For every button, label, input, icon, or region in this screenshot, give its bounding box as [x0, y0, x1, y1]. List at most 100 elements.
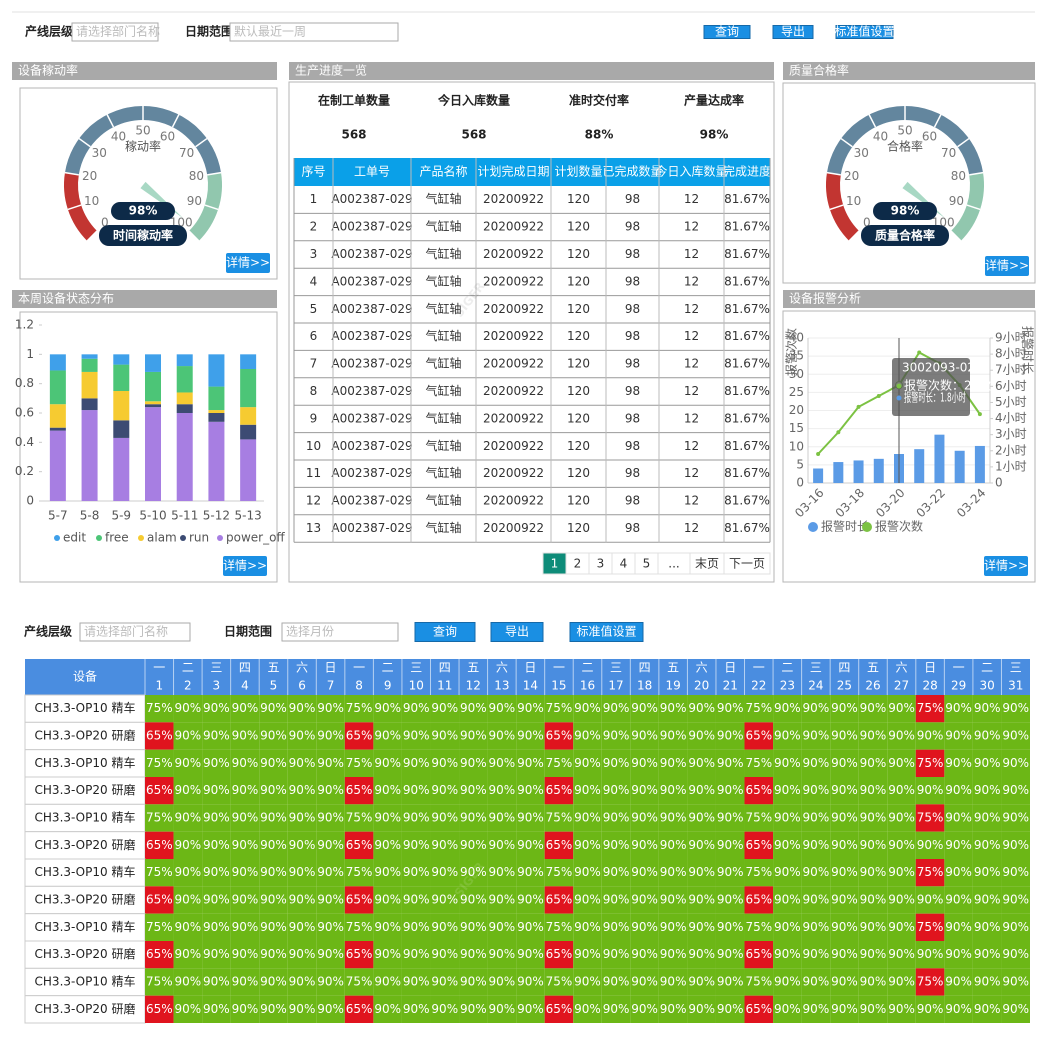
value-label: 65% [745, 947, 772, 961]
table-cell: 12 [684, 494, 699, 508]
value-cell [316, 831, 345, 859]
value-cell [287, 859, 317, 887]
table-cell: 11 [306, 466, 321, 480]
table-cell: A002387-029 [331, 192, 412, 206]
table-cell: A002387-029 [331, 521, 412, 535]
value-label: 65% [146, 838, 173, 852]
value-cell [173, 886, 203, 914]
button[interactable] [414, 622, 476, 642]
kpi-label: 产量达成率 [684, 93, 744, 108]
value-cell [573, 941, 602, 969]
y2-tick-label: 7小时 [995, 363, 1027, 377]
value-cell [430, 749, 460, 777]
value-label: 65% [546, 947, 573, 961]
button[interactable] [772, 25, 814, 39]
value-label: 90% [888, 756, 915, 770]
value-label: 90% [717, 729, 744, 743]
detail-button[interactable] [984, 556, 1028, 576]
value-cell [972, 777, 1002, 805]
value-label: 90% [289, 865, 316, 879]
table-cell: 气缸轴 [425, 520, 461, 535]
value-cell [1001, 886, 1030, 914]
table-cell: 81.67% [724, 357, 770, 371]
button[interactable] [703, 25, 751, 39]
value-label: 65% [146, 893, 173, 907]
value-cell [516, 941, 545, 969]
value-label: 90% [574, 811, 601, 825]
button[interactable] [569, 622, 644, 642]
day: 14 [523, 679, 538, 693]
value-cell [430, 941, 460, 969]
button[interactable] [490, 622, 544, 642]
input[interactable] [229, 22, 399, 42]
value-cell [887, 995, 916, 1023]
value-label: 90% [517, 947, 544, 961]
table-cell: 气缸轴 [425, 465, 461, 480]
gauge-tick [207, 171, 222, 176]
page-button[interactable] [723, 552, 771, 575]
table-cell: 20200922 [483, 439, 544, 453]
device-label: CH3.3-OP10 精车 [35, 919, 136, 934]
value-label: 90% [831, 947, 858, 961]
table-cell: 6 [310, 329, 318, 343]
detail-button[interactable] [985, 256, 1029, 276]
value-label: 90% [717, 811, 744, 825]
y-tick-label: 1.2 [15, 318, 34, 332]
bar-segment [49, 430, 66, 501]
detail-button[interactable] [223, 556, 267, 576]
bar [853, 460, 864, 483]
button[interactable] [835, 25, 894, 39]
value-cell [972, 968, 1002, 996]
value-label: 90% [460, 811, 487, 825]
value-label: 90% [460, 701, 487, 715]
value-label: 90% [317, 701, 344, 715]
value-label: 90% [260, 838, 287, 852]
y-axis-title: 报警次数 [784, 328, 799, 376]
bar-segment [145, 401, 161, 405]
value-cell [744, 886, 774, 914]
bar-segment [81, 410, 98, 501]
value-label: 90% [460, 865, 487, 879]
legend-label: alam [147, 531, 177, 545]
value-cell [801, 831, 831, 859]
value-label: 90% [374, 1002, 401, 1016]
weekday: 四 [239, 661, 251, 675]
detail-button[interactable] [226, 253, 270, 273]
detail-label: 详情>> [985, 258, 1029, 273]
value-cell [487, 941, 517, 969]
value-cell [915, 913, 945, 941]
value-cell [430, 695, 460, 723]
value-cell [687, 722, 716, 750]
value-cell [601, 749, 631, 777]
value-label: 75% [917, 920, 944, 934]
table-cell: 120 [567, 384, 590, 398]
day: 21 [723, 679, 738, 693]
value-cell [915, 968, 945, 996]
input[interactable] [281, 622, 399, 642]
bar-segment [49, 354, 66, 371]
value-cell [544, 695, 574, 723]
input[interactable] [79, 622, 191, 642]
table-cell: 120 [567, 247, 590, 261]
value-label: 90% [489, 701, 516, 715]
table-cell: 12 [684, 220, 699, 234]
panel-header [12, 62, 277, 80]
table-cell: 20200922 [483, 357, 544, 371]
value-label: 90% [888, 838, 915, 852]
value-cell [344, 804, 374, 832]
value-label: 90% [803, 865, 830, 879]
value-cell [715, 777, 745, 805]
value-cell [316, 722, 345, 750]
gauge-tick-label: 50 [135, 124, 150, 138]
table-cell: 12 [684, 247, 699, 261]
value-label: 90% [317, 811, 344, 825]
value-label: 90% [860, 756, 887, 770]
value-cell [801, 859, 831, 887]
gauge-tick-label: 30 [854, 146, 869, 160]
value-cell [773, 777, 802, 805]
input[interactable] [71, 22, 159, 42]
value-cell [202, 804, 231, 832]
value-cell [858, 831, 888, 859]
value-cell [145, 913, 174, 941]
bar-segment [113, 437, 130, 501]
